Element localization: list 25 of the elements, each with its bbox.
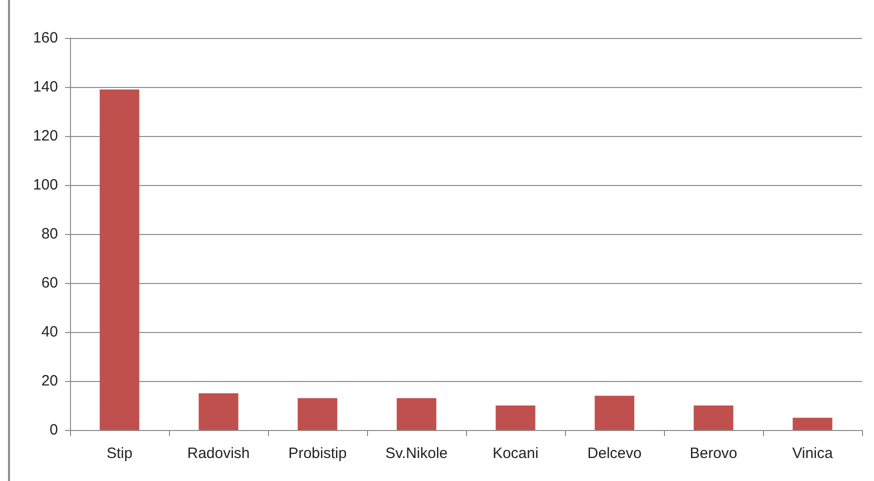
bar — [792, 418, 832, 430]
bar — [594, 396, 634, 430]
y-tick-label: 20 — [41, 372, 58, 390]
x-tick-label: Stip — [106, 445, 132, 462]
y-tick-label: 100 — [32, 176, 58, 194]
x-tick-label: Sv.Nikole — [385, 445, 448, 462]
bar — [496, 406, 536, 430]
x-tick-label: Radovish — [187, 445, 250, 462]
x-tick-label: Probistip — [288, 445, 347, 462]
y-tick-label: 160 — [32, 30, 58, 46]
y-tick-label: 140 — [32, 78, 58, 96]
bar — [100, 89, 140, 430]
bar — [198, 393, 238, 430]
bar — [694, 406, 734, 430]
y-tick-label: 120 — [32, 128, 58, 144]
y-tick-label: 60 — [41, 274, 58, 292]
bar — [396, 398, 436, 430]
bar — [298, 398, 338, 430]
x-tick-label: Berovo — [690, 445, 738, 462]
x-tick-label: Kocani — [492, 445, 538, 462]
y-tick-label: 80 — [41, 226, 58, 242]
y-tick-label: 40 — [41, 324, 58, 340]
x-tick-label: Vinica — [792, 445, 834, 462]
x-tick-label: Delcevo — [587, 445, 642, 462]
y-tick-label: 0 — [50, 422, 58, 438]
